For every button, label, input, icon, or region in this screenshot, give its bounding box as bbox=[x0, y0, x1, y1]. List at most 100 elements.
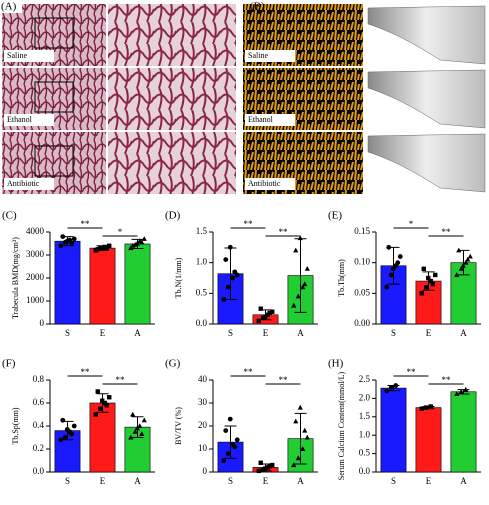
y-axis-label: Tb.N(1/mm) bbox=[174, 257, 183, 298]
data-point bbox=[134, 425, 140, 431]
bar bbox=[89, 402, 116, 473]
roi-box bbox=[34, 81, 74, 113]
x-tick-label: S bbox=[65, 328, 70, 338]
data-point bbox=[297, 404, 303, 410]
data-point bbox=[141, 417, 147, 423]
data-point bbox=[139, 239, 145, 245]
data-point bbox=[302, 281, 308, 287]
x-tick-label: E bbox=[426, 328, 432, 338]
data-point bbox=[223, 257, 229, 262]
data-point bbox=[100, 245, 105, 251]
panel-label: (G) bbox=[165, 358, 181, 370]
data-point bbox=[258, 306, 263, 311]
group-tag: Ethanol bbox=[248, 115, 274, 124]
data-point bbox=[139, 431, 145, 437]
bar bbox=[54, 240, 81, 325]
group-tag: Antibiotic bbox=[248, 179, 281, 188]
data-point bbox=[304, 434, 310, 440]
significance-label: ** bbox=[279, 375, 289, 385]
data-point bbox=[430, 281, 435, 287]
data-point bbox=[128, 434, 134, 440]
data-point bbox=[428, 278, 433, 284]
significance-label: * bbox=[409, 219, 414, 229]
significance-label: ** bbox=[279, 227, 289, 237]
x-tick-label: A bbox=[134, 476, 141, 486]
data-point bbox=[267, 464, 272, 469]
x-tick-label: E bbox=[100, 476, 106, 486]
group-tag-box bbox=[4, 178, 54, 190]
x-tick-label: S bbox=[228, 476, 233, 486]
x-tick-label: E bbox=[263, 328, 269, 338]
y-tick-label: 0.2 bbox=[33, 443, 44, 453]
data-point bbox=[263, 466, 268, 471]
x-tick-label: A bbox=[297, 328, 304, 338]
group-tag-box bbox=[4, 114, 54, 126]
group-tag: Ethanol bbox=[7, 115, 33, 124]
y-tick-label: 3000 bbox=[26, 249, 45, 259]
y-tick-label: 1.5 bbox=[196, 226, 208, 236]
data-point bbox=[460, 262, 466, 268]
data-point bbox=[102, 400, 107, 406]
ct-bone bbox=[367, 69, 486, 129]
data-point bbox=[463, 259, 469, 265]
data-point bbox=[426, 275, 431, 281]
roi-box bbox=[34, 145, 74, 177]
data-point bbox=[267, 310, 272, 316]
x-tick-label: S bbox=[391, 328, 396, 338]
data-point bbox=[130, 411, 136, 417]
y-tick-label: 2.0 bbox=[359, 392, 371, 402]
data-point bbox=[465, 256, 471, 262]
group-tag-box bbox=[245, 50, 295, 62]
y-tick-label: 1.0 bbox=[196, 257, 208, 267]
data-point bbox=[295, 293, 301, 299]
data-point bbox=[221, 297, 227, 302]
y-axis-label: Tb.Sp(mm) bbox=[11, 407, 20, 444]
data-point bbox=[456, 247, 462, 253]
data-point bbox=[384, 284, 390, 290]
x-tick-label: E bbox=[263, 476, 269, 486]
data-point bbox=[263, 314, 268, 319]
bar bbox=[124, 243, 151, 325]
ct-bone bbox=[367, 5, 486, 65]
data-point bbox=[424, 405, 429, 410]
data-point bbox=[62, 435, 68, 440]
data-point bbox=[258, 460, 263, 465]
zoom-image bbox=[108, 4, 236, 66]
x-tick-label: E bbox=[426, 476, 432, 486]
error-bar bbox=[96, 393, 109, 413]
y-tick-label: 1.5 bbox=[359, 411, 371, 421]
data-point bbox=[141, 236, 147, 241]
error-bar bbox=[294, 412, 307, 465]
data-point bbox=[232, 269, 238, 275]
data-point bbox=[95, 247, 100, 252]
data-point bbox=[223, 428, 229, 433]
data-point bbox=[256, 468, 261, 474]
significance-label: ** bbox=[244, 219, 254, 229]
data-point bbox=[227, 416, 233, 422]
bar bbox=[415, 407, 442, 473]
roi-box bbox=[34, 17, 74, 49]
histology-panel: Saline Ethanol Antibiotic (A) bbox=[0, 0, 236, 194]
data-point bbox=[293, 418, 299, 424]
data-point bbox=[393, 383, 399, 388]
data-point bbox=[291, 462, 297, 468]
y-axis-label: Tb.Th(mm) bbox=[337, 259, 346, 297]
data-point bbox=[467, 253, 473, 259]
data-point bbox=[134, 240, 140, 246]
data-point bbox=[225, 284, 231, 290]
data-point bbox=[295, 455, 301, 461]
data-point bbox=[386, 244, 392, 250]
panel-label: (F) bbox=[2, 358, 16, 370]
y-tick-label: 0.10 bbox=[354, 257, 370, 267]
data-point bbox=[137, 423, 143, 428]
data-point bbox=[388, 384, 394, 390]
data-point bbox=[58, 437, 64, 443]
data-point bbox=[390, 266, 396, 272]
y-axis-label: BV/TV (%) bbox=[174, 407, 183, 445]
data-point bbox=[221, 458, 227, 463]
group-tag-box bbox=[245, 178, 295, 190]
data-point bbox=[454, 391, 460, 396]
y-tick-label: 0 bbox=[203, 466, 208, 476]
panel-label: (C) bbox=[2, 210, 17, 222]
y-axis-label: Serum Calcium Content(mmol/L) bbox=[337, 371, 346, 480]
